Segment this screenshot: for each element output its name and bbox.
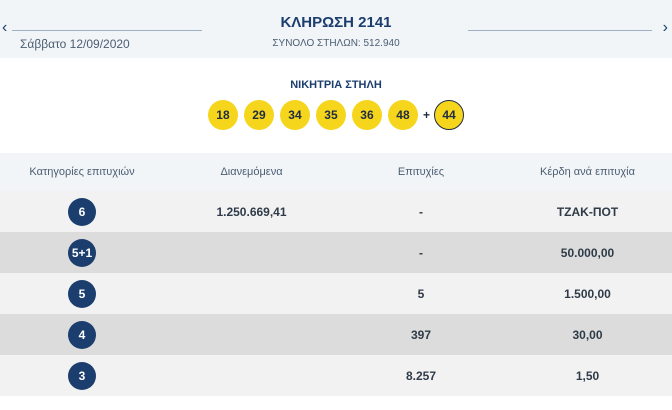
category-badge: 6 bbox=[68, 197, 96, 226]
winners-cell: 5 bbox=[417, 286, 425, 301]
category-badge: 5 bbox=[68, 279, 96, 308]
previous-draw-arrow-icon[interactable]: ‹ bbox=[2, 19, 8, 36]
prize-cell: 50.000,00 bbox=[560, 245, 615, 260]
category-badge: 3 bbox=[68, 361, 96, 390]
winning-column-label: ΝΙΚΗΤΡΙΑ ΣΤΗΛΗ bbox=[290, 79, 382, 91]
column-header-winners: Επιτυχίες bbox=[397, 166, 445, 178]
winners-cell: - bbox=[419, 204, 423, 219]
winning-number-ball: 36 bbox=[351, 100, 382, 130]
prize-cell: 1,50 bbox=[575, 368, 600, 383]
table-row: 6 1.250.669,41 - ΤΖΑΚ-ΠΟΤ bbox=[0, 191, 672, 232]
distributed-cell: 1.250.669,41 bbox=[216, 204, 287, 219]
winners-cell: - bbox=[419, 245, 423, 260]
plus-sign: + bbox=[422, 108, 430, 122]
prize-cell: 1.500,00 bbox=[564, 286, 611, 301]
table-row: 4 397 30,00 bbox=[0, 314, 672, 355]
draw-date: Σάββατο 12/09/2020 bbox=[20, 37, 130, 51]
draw-title: ΚΛΗΡΩΣΗ 2141 bbox=[280, 14, 392, 31]
winning-number-ball: 35 bbox=[315, 100, 346, 130]
header-divider-right bbox=[468, 30, 652, 31]
table-row: 3 8.257 1,50 bbox=[0, 355, 672, 396]
category-badge: 4 bbox=[68, 320, 96, 349]
winning-number-ball: 29 bbox=[243, 100, 274, 130]
next-draw-arrow-icon[interactable]: › bbox=[662, 19, 668, 36]
prize-cell: 30,00 bbox=[572, 327, 603, 342]
column-header-distributed: Διανεμόμενα bbox=[220, 166, 283, 178]
joker-number-ball: 44 bbox=[434, 100, 464, 130]
winning-numbers: 18 29 34 35 36 48 + 44 bbox=[0, 100, 672, 130]
winning-number-ball: 34 bbox=[279, 100, 310, 130]
header-divider-left bbox=[12, 30, 202, 31]
total-columns: ΣΥΝΟΛΟ ΣΤΗΛΩΝ: 512.940 bbox=[272, 38, 400, 49]
winning-number-ball: 48 bbox=[387, 100, 418, 130]
table-row: 5+1 - 50.000,00 bbox=[0, 232, 672, 273]
prize-table: Κατηγορίες επιτυχιών Διανεμόμενα Επιτυχί… bbox=[0, 153, 672, 396]
table-row: 5 5 1.500,00 bbox=[0, 273, 672, 314]
winning-number-ball: 18 bbox=[207, 100, 238, 130]
category-badge: 5+1 bbox=[68, 238, 96, 267]
prize-cell: ΤΖΑΚ-ΠΟΤ bbox=[556, 204, 619, 219]
table-header: Κατηγορίες επιτυχιών Διανεμόμενα Επιτυχί… bbox=[0, 153, 672, 191]
column-header-categories: Κατηγορίες επιτυχιών bbox=[29, 166, 135, 178]
column-header-prize-per-winner: Κέρδη ανά επιτυχία bbox=[540, 166, 635, 178]
winners-cell: 8.257 bbox=[405, 368, 437, 383]
winners-cell: 397 bbox=[410, 327, 432, 342]
draw-header: ‹ › ΚΛΗΡΩΣΗ 2141 Σάββατο 12/09/2020 ΣΥΝΟ… bbox=[0, 0, 672, 58]
